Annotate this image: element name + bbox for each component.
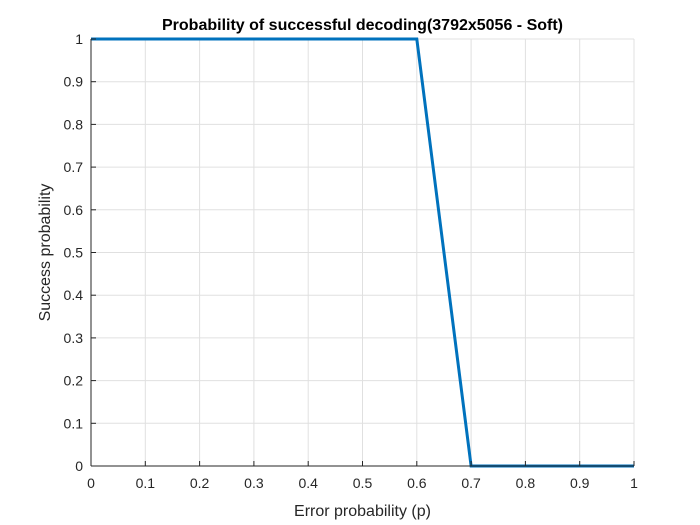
x-tick-label: 0.5 <box>353 475 373 491</box>
x-tick-label: 0.3 <box>244 475 264 491</box>
x-tick-label: 0.4 <box>298 475 318 491</box>
tick-labels: 0 0.1 0.2 0.3 0.4 0.5 0.6 0.7 0.8 0.9 1 0 0.1 0.2 0.3 0… <box>64 31 639 491</box>
y-tick-label: 0.7 <box>64 159 84 175</box>
y-tick-label: 0 <box>75 458 83 474</box>
x-tick-label: 1 <box>630 475 638 491</box>
y-tick-label: 0.8 <box>64 116 84 132</box>
x-tick-label: 0 <box>87 475 95 491</box>
x-tick-label: 0.2 <box>190 475 210 491</box>
y-tick-label: 0.2 <box>64 373 84 389</box>
chart-title: Probability of successful decoding(3792x… <box>162 17 563 34</box>
y-tick-label: 1 <box>75 31 83 47</box>
x-tick-label: 0.1 <box>136 475 156 491</box>
y-tick-label: 0.9 <box>64 74 84 90</box>
y-tick-label: 0.6 <box>64 202 84 218</box>
x-tick-label: 0.8 <box>516 475 536 491</box>
y-tick-label: 0.3 <box>64 330 84 346</box>
x-tick-label: 0.7 <box>461 475 481 491</box>
x-tick-label: 0.9 <box>570 475 590 491</box>
x-tick-label: 0.6 <box>407 475 427 491</box>
y-axis-title: Success probability <box>37 184 54 322</box>
axes <box>90 38 635 467</box>
y-tick-label: 0.1 <box>64 415 84 431</box>
x-axis-title: Error probability (p) <box>294 503 431 520</box>
y-tick-label: 0.5 <box>64 245 84 261</box>
y-tick-label: 0.4 <box>64 287 84 303</box>
